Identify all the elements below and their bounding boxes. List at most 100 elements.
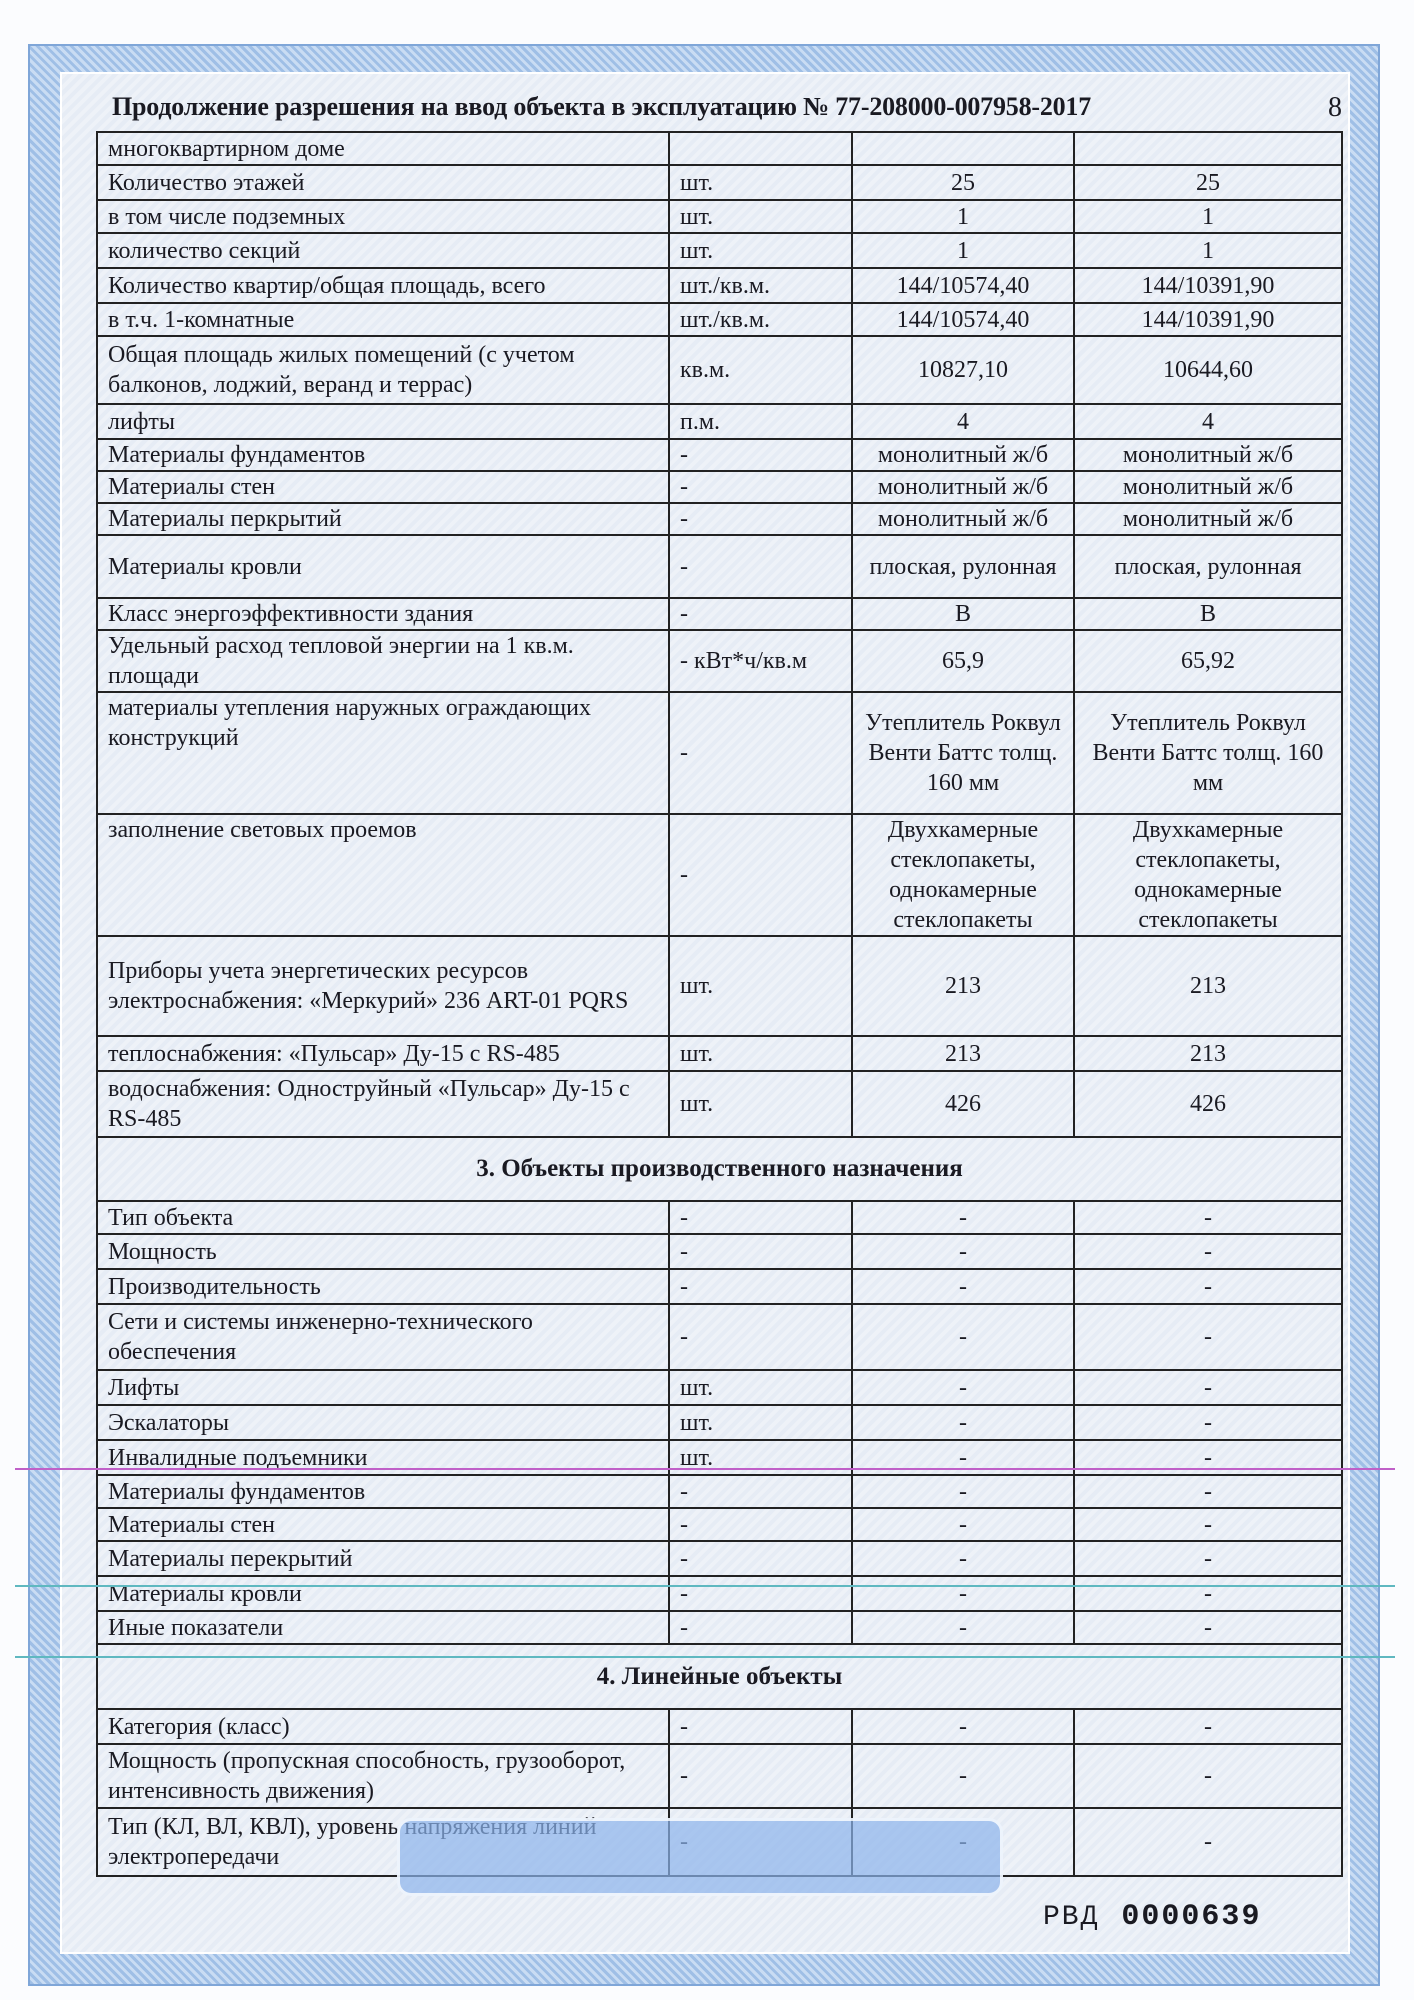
parameter-name: Мощность xyxy=(96,1233,670,1270)
value-actual: 65,92 xyxy=(1073,629,1343,693)
unit: шт. xyxy=(668,1404,853,1441)
value-actual: Утеплитель Роквул Венти Баттс толщ. 160 … xyxy=(1073,691,1343,815)
value-actual: - xyxy=(1073,1474,1343,1509)
table-row: Лифты шт. - - xyxy=(96,1369,1343,1406)
value-design: B xyxy=(851,597,1075,631)
value-actual: - xyxy=(1073,1540,1343,1577)
table-row: Общая площадь жилых помещений (с учетом … xyxy=(96,335,1343,405)
parameter-name: Производительность xyxy=(96,1268,670,1305)
value-actual: 213 xyxy=(1073,1035,1343,1072)
unit: - xyxy=(668,1507,853,1542)
value-design: - xyxy=(851,1540,1075,1577)
parameter-name: в том числе подземных xyxy=(96,199,670,234)
unit: - xyxy=(668,1233,853,1270)
unit: шт. xyxy=(668,1369,853,1406)
value-design: 1 xyxy=(851,232,1075,269)
table-row: Класс энергоэффективности здания - B B xyxy=(96,597,1343,631)
table-row: Категория (класс) - - - xyxy=(96,1708,1343,1745)
value-actual: 213 xyxy=(1073,935,1343,1037)
value-actual: монолитный ж/б xyxy=(1073,438,1343,472)
table-row: Материалы кровли - - - xyxy=(96,1575,1343,1612)
parameter-name: Тип объекта xyxy=(96,1200,670,1235)
value-design: 4 xyxy=(851,403,1075,440)
value-design: - xyxy=(851,1743,1075,1809)
parameter-name: в т.ч. 1-комнатные xyxy=(96,302,670,337)
value-design: - xyxy=(851,1268,1075,1305)
parameter-name: Материалы перкрытий xyxy=(96,502,670,536)
unit: - xyxy=(668,1540,853,1577)
value-design: - xyxy=(851,1404,1075,1441)
value-design: 25 xyxy=(851,164,1075,201)
value-design: - xyxy=(851,1200,1075,1235)
unit: шт. xyxy=(668,164,853,201)
parameter-name: Общая площадь жилых помещений (с учетом … xyxy=(96,335,670,405)
scan-artifact-line xyxy=(15,1468,1395,1470)
value-actual: - xyxy=(1073,1743,1343,1809)
unit: шт. xyxy=(668,199,853,234)
value-actual: 10644,60 xyxy=(1073,335,1343,405)
unit: шт. xyxy=(668,935,853,1037)
parameter-name: количество секций xyxy=(96,232,670,269)
value-design: - xyxy=(851,1575,1075,1612)
value-design: 213 xyxy=(851,935,1075,1037)
parameter-name: Материалы кровли xyxy=(96,534,670,599)
table-row: заполнение световых проемов - Двухкамерные… xyxy=(96,813,1343,937)
parameter-name: Приборы учета энергетических ресурсов эл… xyxy=(96,935,670,1037)
parameter-name: Материалы стен xyxy=(96,470,670,504)
table-row: Материалы фундаментов - монолитный ж/б моно… xyxy=(96,438,1343,472)
unit: - xyxy=(668,438,853,472)
parameter-name: Количество квартир/общая площадь, всего xyxy=(96,267,670,304)
value-actual: - xyxy=(1073,1200,1343,1235)
table-row: Материалы стен - - - xyxy=(96,1507,1343,1542)
parameter-name: Материалы кровли xyxy=(96,1575,670,1612)
table-row: Сети и системы инженерно-технического об… xyxy=(96,1303,1343,1371)
table-row: многоквартирном доме xyxy=(96,131,1343,166)
parameter-name: Количество этажей xyxy=(96,164,670,201)
value-design: Утеплитель Роквул Венти Баттс толщ. 160 … xyxy=(851,691,1075,815)
unit xyxy=(668,131,853,166)
value-actual: монолитный ж/б xyxy=(1073,502,1343,536)
unit: - xyxy=(668,597,853,631)
value-design: 426 xyxy=(851,1070,1075,1138)
table-row: Мощность - - - xyxy=(96,1233,1343,1270)
value-design: - xyxy=(851,1708,1075,1745)
parameter-name: Лифты xyxy=(96,1369,670,1406)
value-actual: 426 xyxy=(1073,1070,1343,1138)
value-design: 10827,10 xyxy=(851,335,1075,405)
value-actual: B xyxy=(1073,597,1343,631)
parameter-name: лифты xyxy=(96,403,670,440)
parameter-name: Иные показатели xyxy=(96,1610,670,1645)
parameter-name: Материалы фундаментов xyxy=(96,1474,670,1509)
table-row: теплоснабжения: «Пульсар» Ду-15 с RS-485… xyxy=(96,1035,1343,1072)
parameter-name: Материалы стен xyxy=(96,1507,670,1542)
value-actual: монолитный ж/б xyxy=(1073,470,1343,504)
unit: шт./кв.м. xyxy=(668,302,853,337)
table-row: Материалы стен - монолитный ж/б монолитный … xyxy=(96,470,1343,504)
unit: - xyxy=(668,1268,853,1305)
value-design xyxy=(851,131,1075,166)
table-row: Материалы фундаментов - - - xyxy=(96,1474,1343,1509)
unit: п.м. xyxy=(668,403,853,440)
unit: - xyxy=(668,1575,853,1612)
value-actual: - xyxy=(1073,1404,1343,1441)
table-row: водоснабжения: Одноструйный «Пульсар» Ду… xyxy=(96,1070,1343,1138)
value-actual: - xyxy=(1073,1708,1343,1745)
security-hologram xyxy=(397,1818,1003,1896)
parameter-name: Сети и системы инженерно-технического об… xyxy=(96,1303,670,1371)
value-actual: - xyxy=(1073,1233,1343,1270)
section-header-row: 3. Объекты производственного назначения xyxy=(96,1136,1343,1202)
parameter-name: многоквартирном доме xyxy=(96,131,670,166)
section-title: 3. Объекты производственного назначения xyxy=(96,1136,1343,1202)
value-actual: 144/10391,90 xyxy=(1073,267,1343,304)
value-design: 1 xyxy=(851,199,1075,234)
value-actual xyxy=(1073,131,1343,166)
table-row: Материалы перкрытий - монолитный ж/б моноли… xyxy=(96,502,1343,536)
value-design: - xyxy=(851,1610,1075,1645)
parameter-name: Материалы перекрытий xyxy=(96,1540,670,1577)
value-design: 65,9 xyxy=(851,629,1075,693)
table-row: лифты п.м. 4 4 xyxy=(96,403,1343,440)
value-actual: - xyxy=(1073,1303,1343,1371)
value-actual: 4 xyxy=(1073,403,1343,440)
value-design: - xyxy=(851,1303,1075,1371)
value-design: 144/10574,40 xyxy=(851,267,1075,304)
